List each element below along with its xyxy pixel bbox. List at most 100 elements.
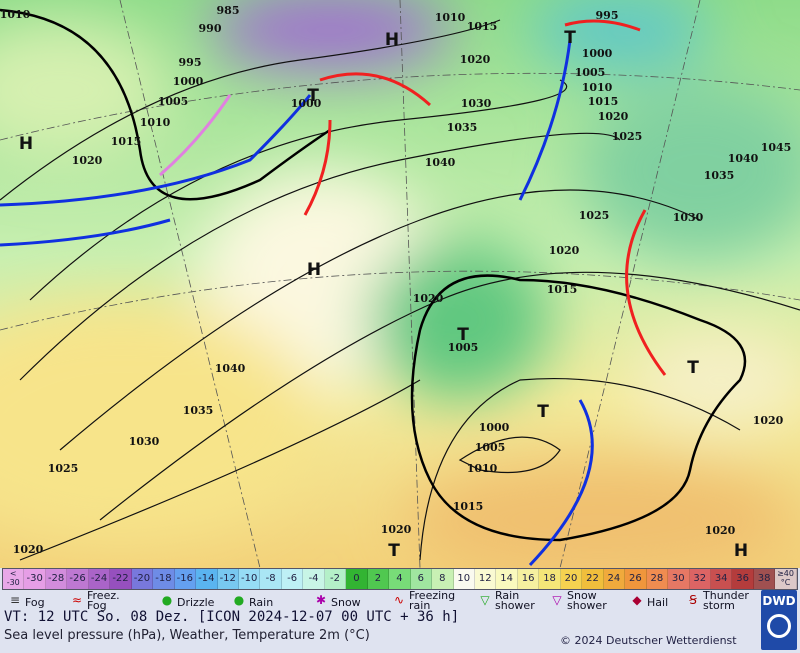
scale-cell: ≥40 °C	[775, 569, 797, 589]
scale-cell: 6	[410, 569, 433, 589]
isobar-label: 1010	[582, 81, 613, 94]
scale-cell: -4	[303, 569, 325, 589]
isobar-label: 1035	[447, 121, 478, 134]
legend-label: Snow shower	[567, 589, 607, 612]
scale-cell: -30	[24, 569, 46, 589]
scale-cell: -16	[174, 569, 197, 589]
isobar-label: 1000	[582, 47, 613, 60]
legend-item: ∿ Freezing rain	[392, 590, 455, 613]
isobar-label: 1020	[381, 523, 412, 536]
scale-cell: -14	[196, 569, 218, 589]
isobar-label: 1020	[413, 292, 444, 305]
legend-item: Ꞩ Thunder storm	[686, 589, 749, 613]
legend-symbol: ≈	[71, 593, 83, 607]
legend-item: ● Drizzle	[160, 591, 215, 612]
pressure-center: T	[687, 358, 699, 378]
legend-item: ▽ Rain shower	[478, 590, 534, 613]
scale-cell: -26	[67, 569, 89, 589]
scale-cell: 4	[389, 569, 411, 589]
pressure-center: H	[734, 541, 748, 561]
isobar-label: 1040	[728, 152, 759, 165]
legend-item: ≡ Fog	[8, 591, 45, 612]
description: Sea level pressure (hPa), Weather, Tempe…	[4, 628, 370, 643]
pressure-center: H	[385, 30, 399, 50]
scale-cell: -24	[88, 569, 111, 589]
pressure-center: T	[388, 541, 400, 561]
scale-cell: < -30	[3, 569, 25, 589]
isobar-label: 1020	[753, 414, 784, 427]
scale-cell: 32	[689, 569, 711, 589]
scale-cell: -22	[110, 569, 132, 589]
isobar-label: 1030	[673, 211, 704, 224]
logo-icon	[767, 614, 791, 638]
isobar-label: 1010	[435, 11, 466, 24]
scale-cell: 38	[753, 569, 776, 589]
scale-cell: 12	[474, 569, 497, 589]
isobar-label: 1015	[467, 20, 498, 33]
scale-cell: 10	[453, 569, 475, 589]
isobar-label: 995	[596, 9, 619, 22]
scale-cell: -28	[45, 569, 68, 589]
legend-label: Drizzle	[177, 596, 215, 609]
logo-text: DWD	[762, 594, 796, 608]
temperature-scale: < -30 -30 -28 -26 -24 -22 -20 -18 -16 -14 -12 -10 -8…	[2, 568, 798, 590]
scale-cell: 18	[539, 569, 561, 589]
isobar-label: 1005	[475, 441, 506, 454]
legend-symbol: Ꞩ	[689, 593, 697, 607]
pressure-center: T	[307, 86, 319, 106]
isobar-label: 1015	[111, 135, 142, 148]
pressure-center: T	[564, 28, 576, 48]
isobar-label: 1020	[705, 524, 736, 537]
pressure-center: H	[19, 134, 33, 154]
scale-cell: 20	[560, 569, 583, 589]
pressure-center: H	[307, 260, 321, 280]
legend-symbol: ◆	[632, 593, 642, 607]
valid-time: VT: 12 UTC So. 08 Dez. [ICON 2024-12-07 …	[4, 609, 460, 625]
isobar-label: 1020	[549, 244, 580, 257]
weather-legend: ≡ Fog ≈ Freez. Fog ● Drizzle ● Rain ✱ Snow ∿ Freezi…	[0, 590, 760, 612]
isobar-label: 1015	[588, 95, 619, 108]
pressure-center: T	[457, 325, 469, 345]
scale-cell: -10	[238, 569, 261, 589]
isobar-label: 1000	[479, 421, 510, 434]
scale-cell: -20	[131, 569, 154, 589]
isobar-label: 1045	[761, 141, 792, 154]
legend-symbol: ≡	[9, 593, 21, 607]
isobar-label: 1005	[575, 66, 606, 79]
scale-cell: 30	[668, 569, 690, 589]
scale-cell: 16	[517, 569, 540, 589]
pressure-center: T	[537, 402, 549, 422]
legend-symbol: ●	[233, 593, 245, 607]
scale-cell: 26	[625, 569, 647, 589]
legend-label: Fog	[25, 596, 45, 609]
scale-cell: -18	[153, 569, 175, 589]
isobar-label: 1000	[173, 75, 204, 88]
isobar-label: 1000	[291, 97, 322, 110]
legend-item: ▽ Snow shower	[550, 589, 607, 613]
isobar-label: 1040	[215, 362, 246, 375]
legend-label: Rain	[249, 596, 274, 609]
legend-symbol: ●	[161, 593, 173, 607]
isobar-label: 1020	[598, 110, 629, 123]
isobar-label: 1025	[48, 462, 79, 475]
scale-cell: -8	[260, 569, 282, 589]
isobar-label: 1010	[140, 116, 171, 129]
scale-cell: -6	[281, 569, 304, 589]
isobar-label: 1020	[460, 53, 491, 66]
scale-cell: 22	[582, 569, 604, 589]
legend-label: Snow	[331, 596, 361, 609]
isobar-label: 1015	[547, 283, 578, 296]
isobar-label: 1020	[13, 543, 44, 556]
isobar-label: 1020	[72, 154, 103, 167]
scale-cell: 34	[710, 569, 733, 589]
scale-cell: 0	[346, 569, 368, 589]
isobar-label: 1030	[129, 435, 160, 448]
isobar-label: 990	[199, 22, 222, 35]
legend-label: Freez. Fog	[87, 589, 120, 612]
legend-label: Thunder storm	[703, 589, 749, 612]
isobar-label: 1035	[183, 404, 214, 417]
isobar-label: 1015	[453, 500, 484, 513]
legend-label: Hail	[647, 596, 669, 609]
scale-cell: 36	[732, 569, 754, 589]
